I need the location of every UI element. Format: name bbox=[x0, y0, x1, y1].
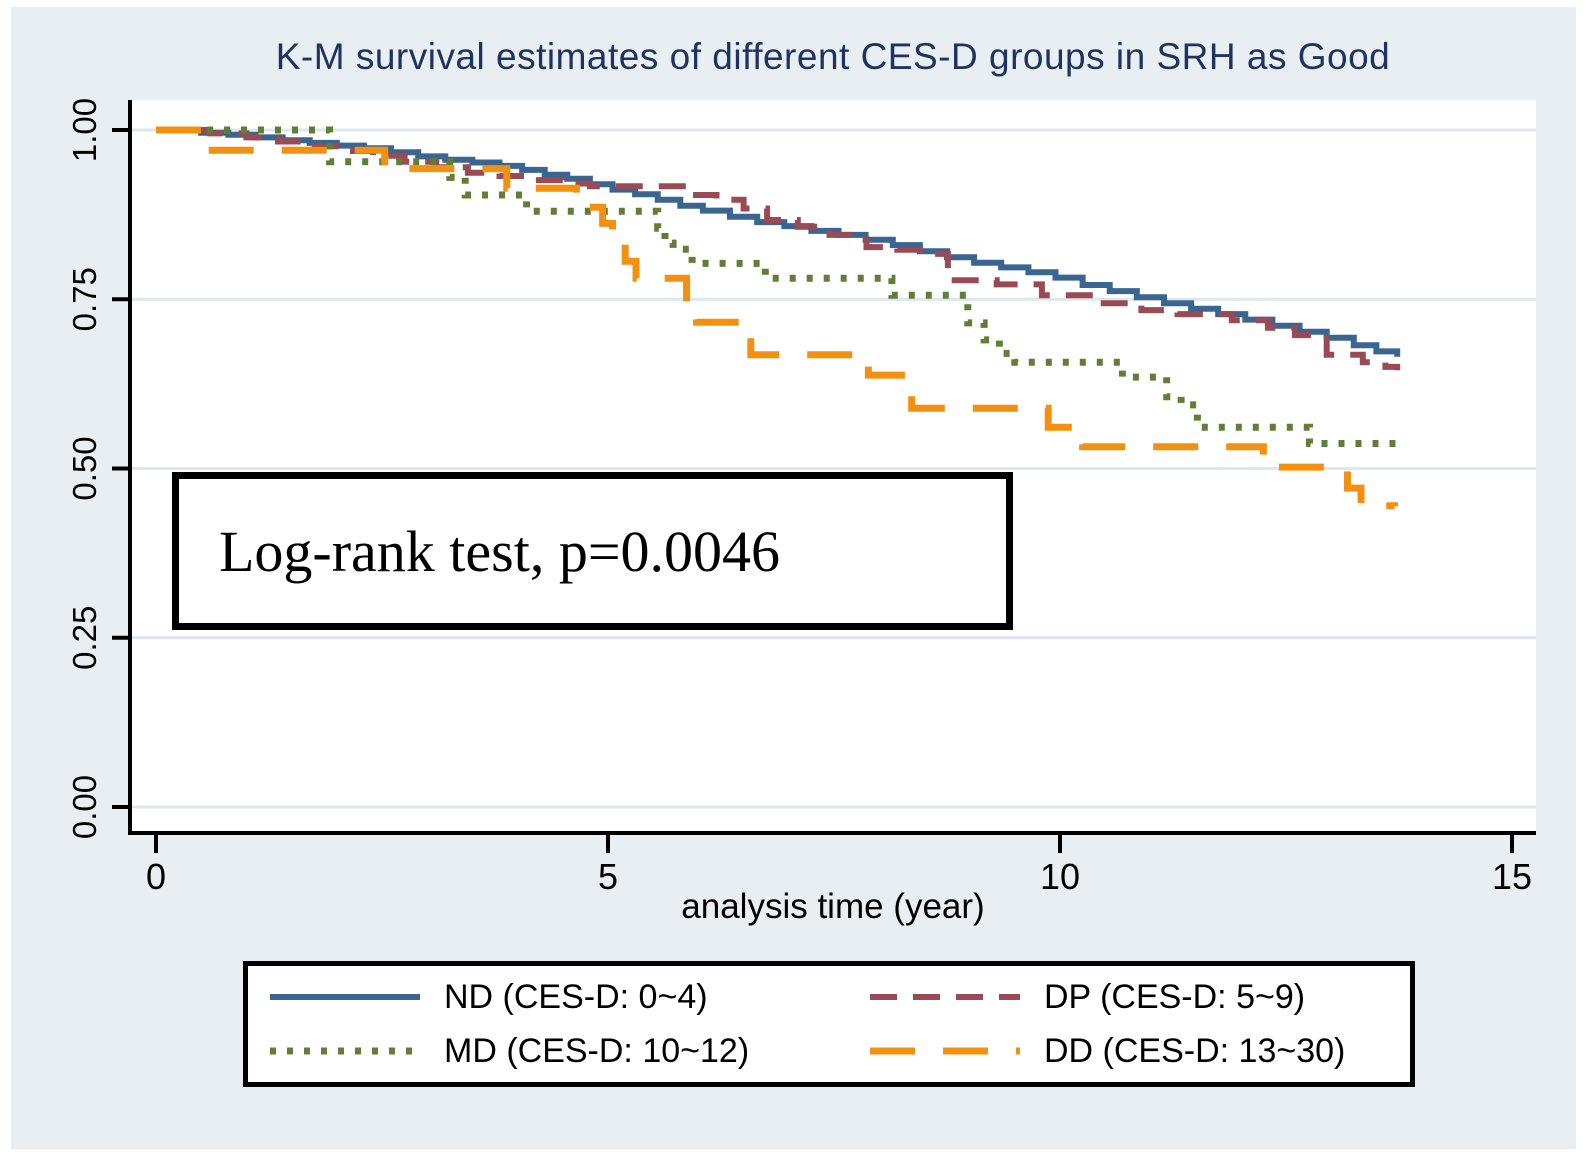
y-tick-label-0.00: 0.00 bbox=[66, 775, 103, 839]
x-axis-label: analysis time (year) bbox=[681, 887, 985, 926]
y-tick-label-1.00: 1.00 bbox=[66, 98, 103, 162]
legend-line-sample-DP bbox=[870, 994, 1020, 1000]
chart-title: K-M survival estimates of different CES-… bbox=[275, 36, 1391, 77]
x-tick-label-15: 15 bbox=[1492, 856, 1532, 897]
legend-box: ND (CES-D: 0~4) DP (CES-D: 5~9) MD (CES-D:… bbox=[243, 961, 1415, 1087]
legend-item-ND: ND (CES-D: 0~4) bbox=[270, 974, 870, 1020]
series-line-MD bbox=[156, 126, 1406, 447]
legend-item-MD: MD (CES-D: 10~12) bbox=[270, 1028, 870, 1074]
legend-label-MD: MD (CES-D: 10~12) bbox=[444, 1031, 750, 1070]
legend-label-DD: DD (CES-D: 13~30) bbox=[1044, 1031, 1346, 1070]
legend-label-DP: DP (CES-D: 5~9) bbox=[1044, 977, 1306, 1016]
series-line-DP bbox=[156, 127, 1401, 371]
legend-item-DD: DD (CES-D: 13~30) bbox=[870, 1028, 1410, 1074]
plot-area bbox=[130, 100, 1536, 833]
x-tick-label-10: 10 bbox=[1040, 856, 1080, 897]
logrank-annotation-text: Log-rank test, p=0.0046 bbox=[219, 518, 781, 584]
legend-line-sample-MD bbox=[270, 1047, 420, 1055]
x-tick-label-5: 5 bbox=[598, 856, 618, 897]
logrank-annotation-box: Log-rank test, p=0.0046 bbox=[172, 472, 1013, 630]
y-tick-label-0.50: 0.50 bbox=[66, 436, 103, 500]
legend-line-sample-DD bbox=[870, 1047, 1020, 1055]
series-line-DD bbox=[156, 126, 1398, 510]
y-tick-label-0.25: 0.25 bbox=[66, 606, 103, 670]
y-tick-label-0.75: 0.75 bbox=[66, 267, 103, 331]
series-line-ND bbox=[156, 127, 1401, 357]
x-tick-label-0: 0 bbox=[146, 856, 166, 897]
legend-label-ND: ND (CES-D: 0~4) bbox=[444, 977, 708, 1016]
legend-item-DP: DP (CES-D: 5~9) bbox=[870, 974, 1410, 1020]
legend-line-sample-ND bbox=[270, 994, 420, 1000]
